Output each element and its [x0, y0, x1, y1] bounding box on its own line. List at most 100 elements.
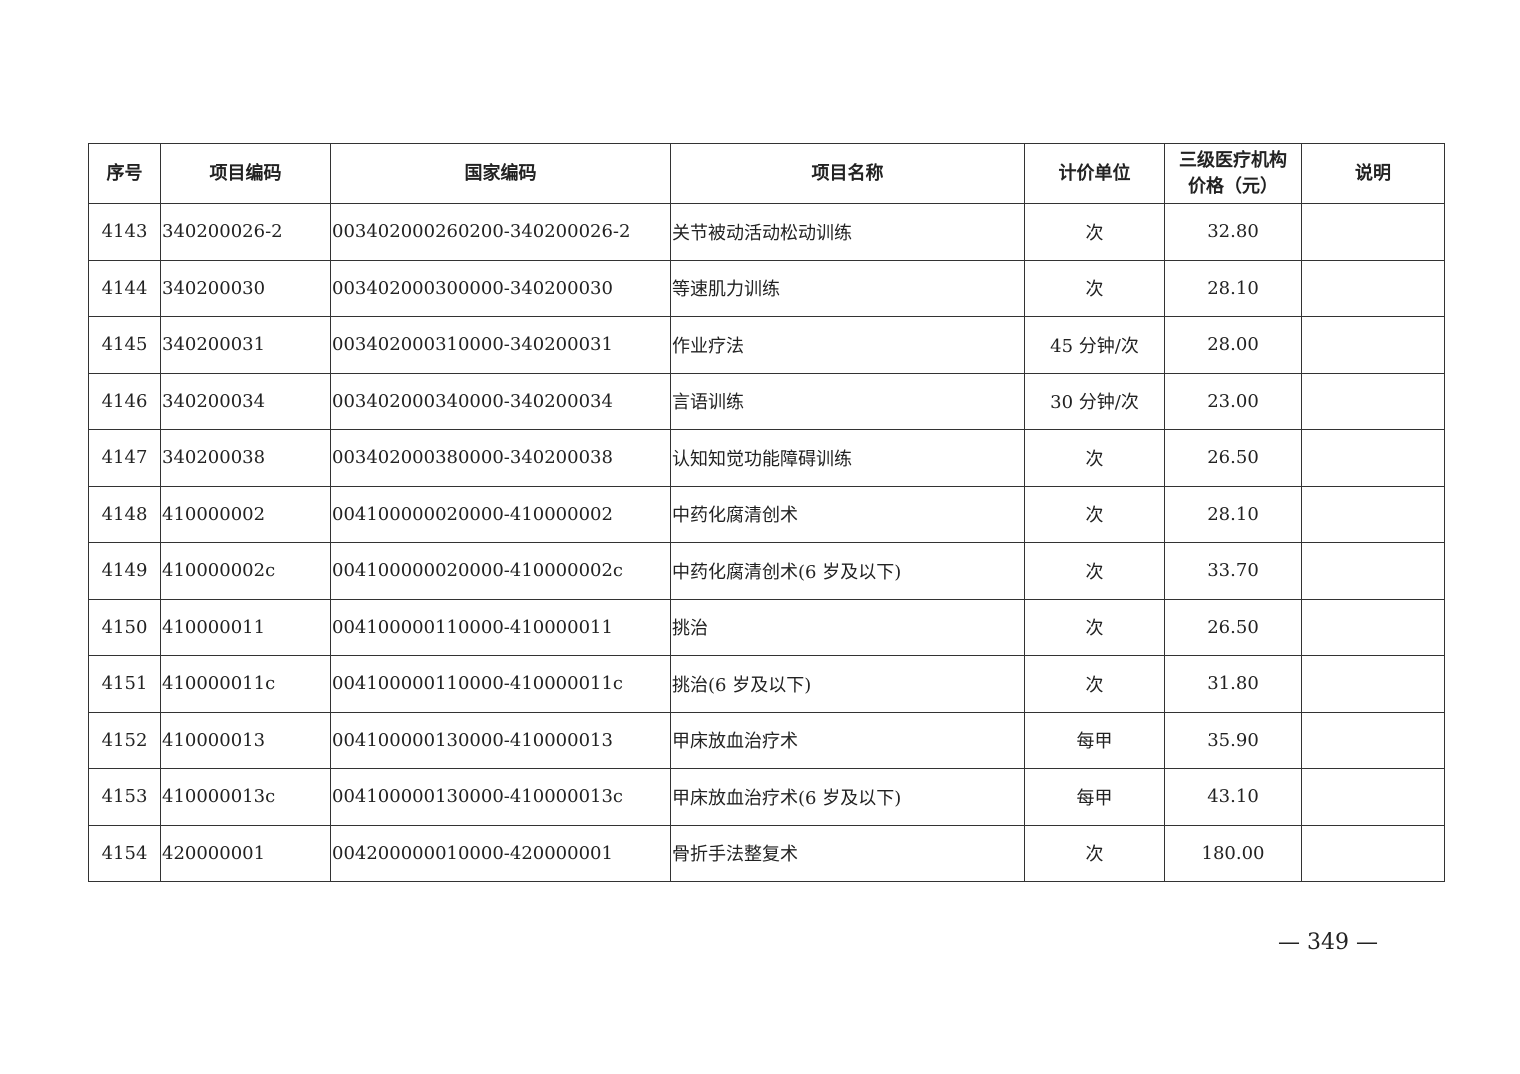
- cell-unit: 次: [1024, 542, 1165, 600]
- cell-national: 004100000130000-410000013: [330, 711, 671, 769]
- cell-name: 等速肌力训练: [670, 259, 1025, 317]
- cell-code: 410000013: [160, 711, 331, 769]
- cell-name: 甲床放血治疗术: [670, 711, 1025, 769]
- cell-no: 4143: [88, 203, 161, 261]
- cell-national: 004200000010000-420000001: [330, 824, 671, 882]
- table-row: 4151 410000011c 004100000110000-410000011c…: [88, 655, 1445, 713]
- header-name: 项目名称: [670, 143, 1025, 204]
- cell-note: [1301, 429, 1445, 487]
- cell-code: 340200031: [160, 316, 331, 374]
- cell-price: 33.70: [1164, 542, 1302, 600]
- cell-code: 410000002c: [160, 542, 331, 600]
- cell-unit: 每甲: [1024, 768, 1165, 826]
- cell-no: 4149: [88, 542, 161, 600]
- cell-national: 003402000300000-340200030: [330, 259, 671, 317]
- cell-note: [1301, 372, 1445, 430]
- cell-code: 340200030: [160, 259, 331, 317]
- cell-unit: 次: [1024, 429, 1165, 487]
- cell-name: 挑治: [670, 598, 1025, 656]
- cell-name: 中药化腐清创术(6 岁及以下): [670, 542, 1025, 600]
- header-national-code: 国家编码: [330, 143, 671, 204]
- table-row: 4149 410000002c 004100000020000-410000002c…: [88, 542, 1445, 600]
- cell-code: 410000011c: [160, 655, 331, 713]
- cell-price: 26.50: [1164, 598, 1302, 656]
- page-number: — 349 —: [1278, 930, 1378, 955]
- table-row: 4146 340200034 003402000340000-340200034 言语…: [88, 372, 1445, 430]
- cell-code: 410000011: [160, 598, 331, 656]
- cell-name: 甲床放血治疗术(6 岁及以下): [670, 768, 1025, 826]
- cell-name: 言语训练: [670, 372, 1025, 430]
- header-code: 项目编码: [160, 143, 331, 204]
- cell-name: 骨折手法整复术: [670, 824, 1025, 882]
- cell-note: [1301, 259, 1445, 317]
- cell-price: 180.00: [1164, 824, 1302, 882]
- cell-price: 28.10: [1164, 259, 1302, 317]
- cell-national: 004100000110000-410000011c: [330, 655, 671, 713]
- cell-unit: 次: [1024, 824, 1165, 882]
- table-row: 4154 420000001 004200000010000-420000001 骨折…: [88, 824, 1445, 882]
- cell-national: 003402000380000-340200038: [330, 429, 671, 487]
- cell-price: 28.00: [1164, 316, 1302, 374]
- header-price: 三级医疗机构 价格（元）: [1164, 143, 1302, 204]
- cell-code: 340200026-2: [160, 203, 331, 261]
- cell-national: 003402000260200-340200026-2: [330, 203, 671, 261]
- cell-national: 004100000020000-410000002c: [330, 542, 671, 600]
- header-price-line1: 三级医疗机构: [1179, 149, 1287, 171]
- cell-name: 作业疗法: [670, 316, 1025, 374]
- cell-no: 4154: [88, 824, 161, 882]
- table-row: 4143 340200026-2 003402000260200-340200026…: [88, 203, 1445, 261]
- cell-no: 4145: [88, 316, 161, 374]
- cell-national: 004100000110000-410000011: [330, 598, 671, 656]
- cell-unit: 次: [1024, 655, 1165, 713]
- cell-code: 340200034: [160, 372, 331, 430]
- cell-name: 关节被动活动松动训练: [670, 203, 1025, 261]
- cell-unit: 次: [1024, 485, 1165, 543]
- header-note: 说明: [1301, 143, 1445, 204]
- table-row: 4150 410000011 004100000110000-410000011 挑治…: [88, 598, 1445, 656]
- cell-price: 23.00: [1164, 372, 1302, 430]
- cell-note: [1301, 598, 1445, 656]
- cell-unit: 次: [1024, 598, 1165, 656]
- cell-note: [1301, 316, 1445, 374]
- cell-code: 410000013c: [160, 768, 331, 826]
- cell-price: 32.80: [1164, 203, 1302, 261]
- cell-note: [1301, 203, 1445, 261]
- cell-no: 4146: [88, 372, 161, 430]
- table-row: 4144 340200030 003402000300000-340200030 等速…: [88, 259, 1445, 317]
- table-row: 4148 410000002 004100000020000-410000002 中药…: [88, 485, 1445, 543]
- table-row: 4147 340200038 003402000380000-340200038 认知…: [88, 429, 1445, 487]
- header-price-line2: 价格（元）: [1188, 175, 1278, 197]
- cell-no: 4147: [88, 429, 161, 487]
- cell-price: 31.80: [1164, 655, 1302, 713]
- header-unit: 计价单位: [1024, 143, 1165, 204]
- cell-price: 43.10: [1164, 768, 1302, 826]
- table-row: 4145 340200031 003402000310000-340200031 作业…: [88, 316, 1445, 374]
- cell-no: 4153: [88, 768, 161, 826]
- cell-note: [1301, 711, 1445, 769]
- cell-unit: 45 分钟/次: [1024, 316, 1165, 374]
- cell-no: 4148: [88, 485, 161, 543]
- cell-code: 420000001: [160, 824, 331, 882]
- cell-note: [1301, 655, 1445, 713]
- cell-note: [1301, 542, 1445, 600]
- cell-no: 4151: [88, 655, 161, 713]
- cell-national: 003402000310000-340200031: [330, 316, 671, 374]
- cell-unit: 次: [1024, 259, 1165, 317]
- cell-no: 4144: [88, 259, 161, 317]
- header-no: 序号: [88, 143, 161, 204]
- cell-note: [1301, 485, 1445, 543]
- cell-name: 挑治(6 岁及以下): [670, 655, 1025, 713]
- cell-name: 认知知觉功能障碍训练: [670, 429, 1025, 487]
- cell-note: [1301, 824, 1445, 882]
- price-table: 序号 项目编码 国家编码 项目名称 计价单位 三级医疗机构 价格（元） 说明 41…: [88, 143, 1445, 882]
- cell-price: 35.90: [1164, 711, 1302, 769]
- cell-price: 26.50: [1164, 429, 1302, 487]
- table-header-row: 序号 项目编码 国家编码 项目名称 计价单位 三级医疗机构 价格（元） 说明: [88, 143, 1445, 204]
- cell-unit: 每甲: [1024, 711, 1165, 769]
- table-row: 4152 410000013 004100000130000-410000013 甲床…: [88, 711, 1445, 769]
- cell-code: 340200038: [160, 429, 331, 487]
- cell-national: 004100000130000-410000013c: [330, 768, 671, 826]
- cell-name: 中药化腐清创术: [670, 485, 1025, 543]
- cell-no: 4150: [88, 598, 161, 656]
- cell-unit: 30 分钟/次: [1024, 372, 1165, 430]
